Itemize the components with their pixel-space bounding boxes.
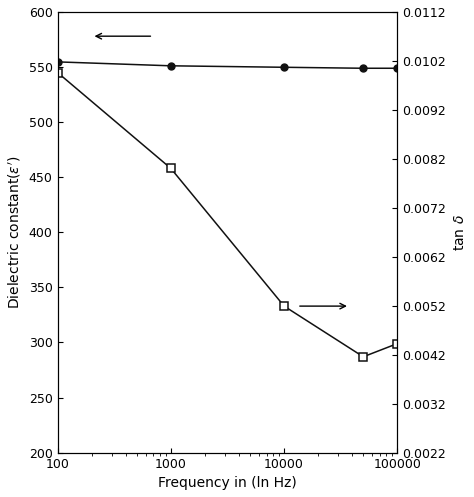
X-axis label: Frequency in (ln Hz): Frequency in (ln Hz): [158, 476, 297, 490]
Y-axis label: Dielectric constant($\epsilon'$): Dielectric constant($\epsilon'$): [7, 156, 23, 309]
Y-axis label: tan $\delta$: tan $\delta$: [453, 214, 467, 251]
